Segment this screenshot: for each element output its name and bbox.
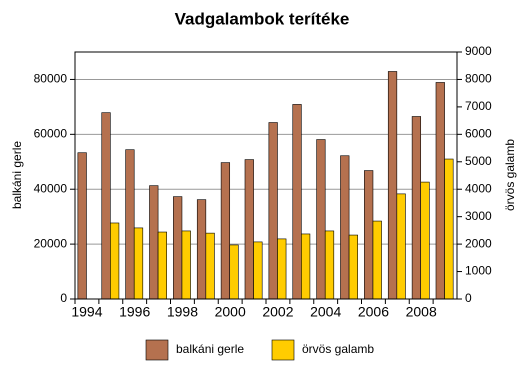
y2-tick-label: 5000 [465, 154, 492, 168]
y2-tick-label: 6000 [465, 127, 492, 141]
bar [444, 158, 454, 300]
chart-title: Vadgalambok terítéke [175, 9, 350, 28]
y2-tick-label: 2000 [465, 236, 492, 250]
y2-tick-label: 8000 [465, 72, 492, 86]
y-axis-title: balkáni gerle [10, 141, 24, 209]
bar [110, 222, 120, 300]
bar [229, 244, 239, 300]
bar [340, 155, 350, 300]
legend-swatch [271, 339, 295, 361]
bar [173, 196, 183, 300]
y2-axis-title: örvös galamb [503, 139, 517, 211]
bar [292, 104, 302, 300]
bar [133, 227, 144, 300]
bar [435, 82, 445, 300]
x-tick-label: 1994 [71, 304, 102, 320]
bar [101, 112, 111, 300]
x-tick-label: 1996 [119, 304, 150, 320]
bar [420, 181, 430, 300]
y-tick-label: 60000 [34, 127, 68, 141]
y2-tick-label: 0 [465, 291, 472, 305]
bar [181, 230, 191, 300]
bar [268, 122, 278, 300]
y-tick-label: 0 [60, 291, 67, 305]
bar [253, 241, 263, 300]
bar [196, 199, 207, 300]
bar [277, 238, 287, 300]
bar [205, 232, 215, 300]
plot-frame [74, 51, 458, 300]
legend-label: balkáni gerle [176, 342, 244, 356]
bar [316, 139, 326, 300]
x-tick-label: 2008 [406, 304, 437, 320]
bar [220, 162, 231, 300]
bar [396, 193, 406, 300]
y-tick-label: 80000 [34, 72, 68, 86]
x-tick-label: 2006 [358, 304, 389, 320]
x-tick-label: 2004 [310, 304, 341, 320]
bar [125, 149, 135, 300]
x-tick-label: 1998 [167, 304, 198, 320]
bar [77, 152, 87, 300]
legend-label: örvös galamb [302, 342, 374, 356]
y2-tick-label: 9000 [465, 44, 492, 58]
y2-tick-label: 4000 [465, 181, 492, 195]
bar [348, 234, 358, 300]
bar [157, 231, 167, 300]
bar [372, 220, 382, 300]
x-tick-label: 2000 [215, 304, 246, 320]
y2-tick-label: 1000 [465, 264, 492, 278]
bar [411, 116, 422, 300]
bar [387, 71, 398, 300]
bar [244, 159, 254, 300]
y-tick-label: 40000 [34, 181, 68, 195]
y-tick-label: 20000 [34, 236, 68, 250]
bar [364, 170, 374, 300]
y2-tick-label: 3000 [465, 209, 492, 223]
bar [149, 185, 159, 300]
y2-tick-label: 7000 [465, 99, 492, 113]
bar [324, 230, 335, 300]
legend-swatch [145, 339, 169, 361]
x-tick-label: 2002 [262, 304, 293, 320]
bar [301, 233, 311, 300]
